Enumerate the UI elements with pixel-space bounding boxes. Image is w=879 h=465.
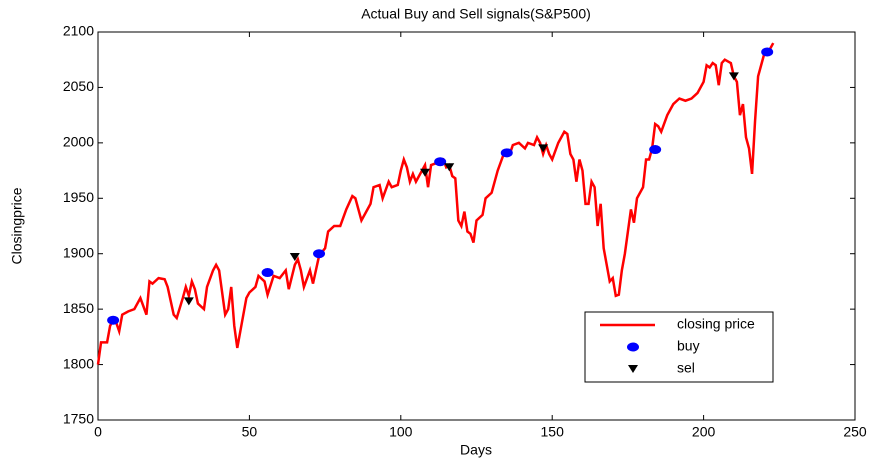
buy-marker [434,157,447,167]
sel-marker [444,163,455,172]
plot-frame [97,31,856,421]
price-line [96,42,775,365]
y-tick-label: 2000 [63,134,94,150]
y-tick-label: 1900 [63,244,94,260]
y-tick-label: 1950 [63,189,94,205]
legend-label: buy [677,338,700,354]
legend-box [584,311,774,383]
x-tick-label: 200 [692,424,716,440]
y-tick-label: 1750 [63,411,94,427]
y-tick-label: 2050 [63,78,94,94]
buy-marker [761,47,774,57]
x-tick-label: 150 [541,424,565,440]
buy-marker [107,315,120,325]
buy-marker [261,268,274,278]
sel-marker [728,72,739,81]
buy-marker [313,249,326,259]
sel-marker [289,253,300,262]
y-tick-label: 1850 [63,300,94,316]
legend-marker [627,342,639,352]
legend-label: sel [677,360,695,376]
sel-marker [183,297,194,306]
buy-marker [500,148,513,158]
x-tick-label: 100 [389,424,413,440]
legend-marker [628,365,638,373]
x-tick-label: 50 [242,424,258,440]
legend-label: closing price [677,316,755,332]
chart-title: Actual Buy and Sell signals(S&P500) [361,6,591,22]
y-tick-label: 1800 [63,355,94,371]
x-tick-label: 0 [94,424,102,440]
buy-marker [649,145,662,155]
y-axis-label: Closingprice [9,187,25,264]
y-tick-label: 2100 [63,23,94,39]
x-tick-label: 250 [843,424,867,440]
sel-marker [420,168,431,177]
x-axis-label: Days [460,442,492,458]
sel-marker [538,144,549,153]
